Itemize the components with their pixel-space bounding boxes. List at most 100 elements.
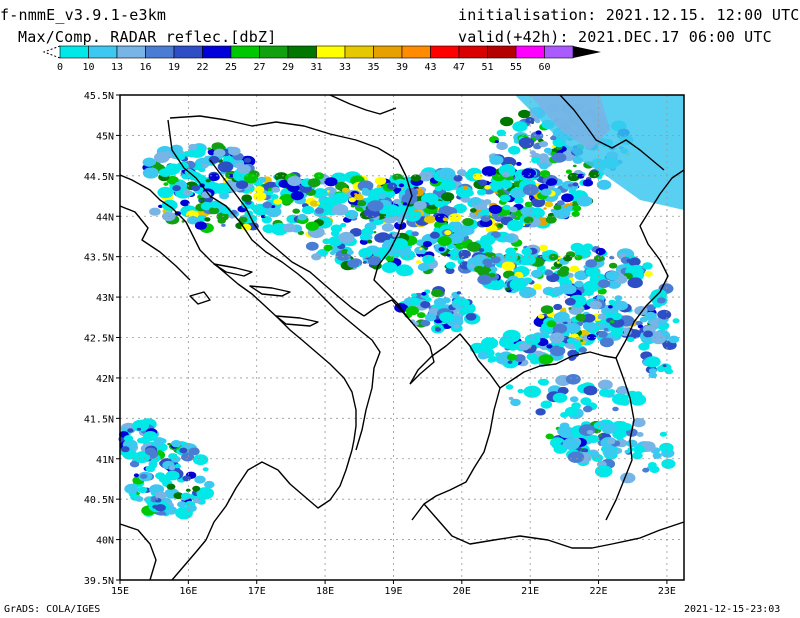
echo-cell [575,313,587,322]
echo-cell [605,270,620,281]
echo-cell [477,351,489,360]
echo-cell [551,152,567,163]
echo-cell [569,396,579,403]
echo-cell [572,182,579,187]
echo-cell [539,162,549,170]
echo-cell [340,222,347,228]
echo-cell [414,209,418,213]
echo-cell [214,183,231,195]
echo-cell [385,255,395,262]
echo-cell [374,233,389,243]
echo-cell [514,197,524,204]
echo-cell [615,421,628,430]
echo-cell [194,475,206,484]
echo-cell [204,217,211,222]
echo-cell [561,193,574,203]
echo-cell [145,447,157,456]
echo-cell [648,368,657,374]
echo-cell [595,247,606,256]
gulf-taranto [171,539,207,581]
echo-cell [326,190,330,193]
echo-cell [517,388,524,394]
echo-cell [541,188,552,196]
coastlines-borders [119,94,685,581]
echo-cell [508,396,514,401]
echo-cell [488,272,496,278]
echo-cell [415,260,422,264]
colorbar-tick-label: 13 [111,62,123,73]
echo-cell [578,347,587,353]
echo-cell [606,438,616,445]
echo-cell [198,199,203,202]
island-1 [213,263,253,277]
echo-cell [550,266,557,270]
echo-cell [540,305,554,314]
echo-cell [171,440,182,448]
echo-cell [583,405,593,413]
echo-cell [121,427,128,432]
echo-cell [478,179,488,186]
echo-cell [608,262,618,269]
echo-cell [538,354,554,365]
echo-cell [548,253,559,261]
colorbar-swatch [544,45,574,59]
echo-cell [543,334,550,339]
echo-cell [497,189,504,194]
echo-cell [590,451,600,458]
echo-cell [346,249,354,255]
echo-cell [185,488,191,492]
echo-cell [121,446,130,453]
echo-cell [381,223,394,232]
colorbar-swatch [59,45,89,59]
echo-cell [262,201,273,209]
echo-cell [444,230,452,236]
echo-cell [668,335,680,344]
echo-cell [217,161,234,173]
echo-cell [155,498,162,503]
echo-cell [423,174,432,180]
echo-cell [642,262,653,270]
echo-cell [181,492,192,500]
echo-cell [636,432,644,437]
echo-cell [266,190,274,196]
echo-cell [142,167,159,179]
echo-cell [572,205,582,212]
echo-cell [635,320,643,326]
echo-cell [243,173,259,184]
echo-cell [307,178,321,188]
lat-label: 44.5N [84,172,114,183]
echo-cell [546,320,557,328]
echo-cell [238,216,248,223]
echo-cell [208,156,220,164]
echo-cell [480,209,490,216]
echo-cell [562,437,580,450]
border-hr-ba-west [209,159,365,317]
echo-cell [330,224,343,233]
lon-label: 17E [248,586,266,597]
echo-cell [127,428,134,433]
echo-cell [179,447,188,454]
lat-label: 43.5N [84,253,114,264]
echo-cell [277,175,282,179]
lat-label: 45.5N [84,91,114,102]
echo-cell [481,166,497,177]
echo-cell [205,178,211,183]
echo-cell [520,254,536,266]
echo-cell [149,463,157,469]
echo-cell [192,454,209,466]
echo-cell [534,119,541,124]
island-4 [189,291,211,305]
echo-cell [155,491,167,500]
border-al-north [409,333,501,389]
echo-cell [347,259,360,268]
colorbar-tick-label: 29 [282,62,294,73]
echo-cell [557,268,569,277]
echo-cell [373,231,377,234]
echo-cell [656,297,666,304]
echo-cell [405,306,419,316]
echo-cell [213,148,226,157]
border-gr [423,503,685,549]
echo-cell [535,130,542,135]
echo-cell [652,452,662,459]
colorbar-tick-label: 0 [57,62,63,73]
